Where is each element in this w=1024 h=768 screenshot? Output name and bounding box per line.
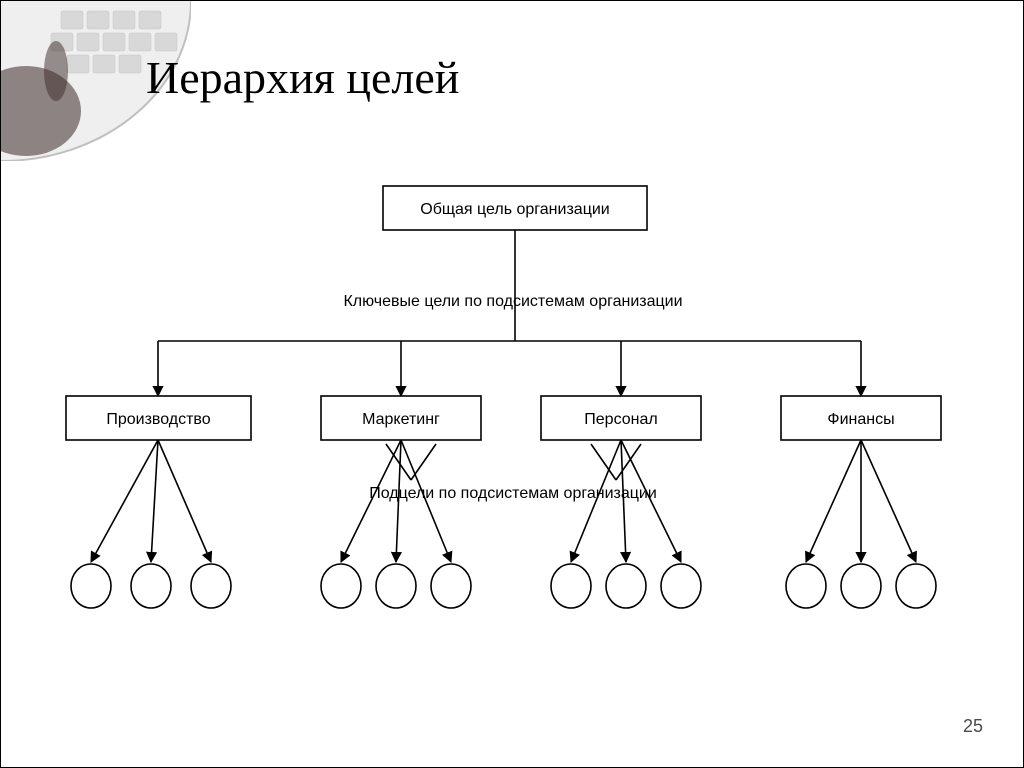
svg-text:Финансы: Финансы [827, 411, 894, 428]
svg-text:Персонал: Персонал [584, 411, 657, 428]
slide: Иерархия целей Общая цель организации Клю… [0, 0, 1024, 768]
slide-title: Иерархия целей [146, 51, 459, 104]
page-number: 25 [963, 716, 983, 737]
svg-text:Общая цель организации: Общая цель организации [420, 201, 609, 218]
svg-text:Ключевые цели по подсистемам о: Ключевые цели по подсистемам организации [343, 293, 682, 310]
svg-text:Подцели по подсистемам организ: Подцели по подсистемам организации [369, 485, 657, 502]
svg-text:Маркетинг: Маркетинг [362, 411, 440, 428]
svg-text:Производство: Производство [106, 411, 210, 428]
hierarchy-diagram: Общая цель организации Ключевые цели по п… [41, 166, 985, 666]
